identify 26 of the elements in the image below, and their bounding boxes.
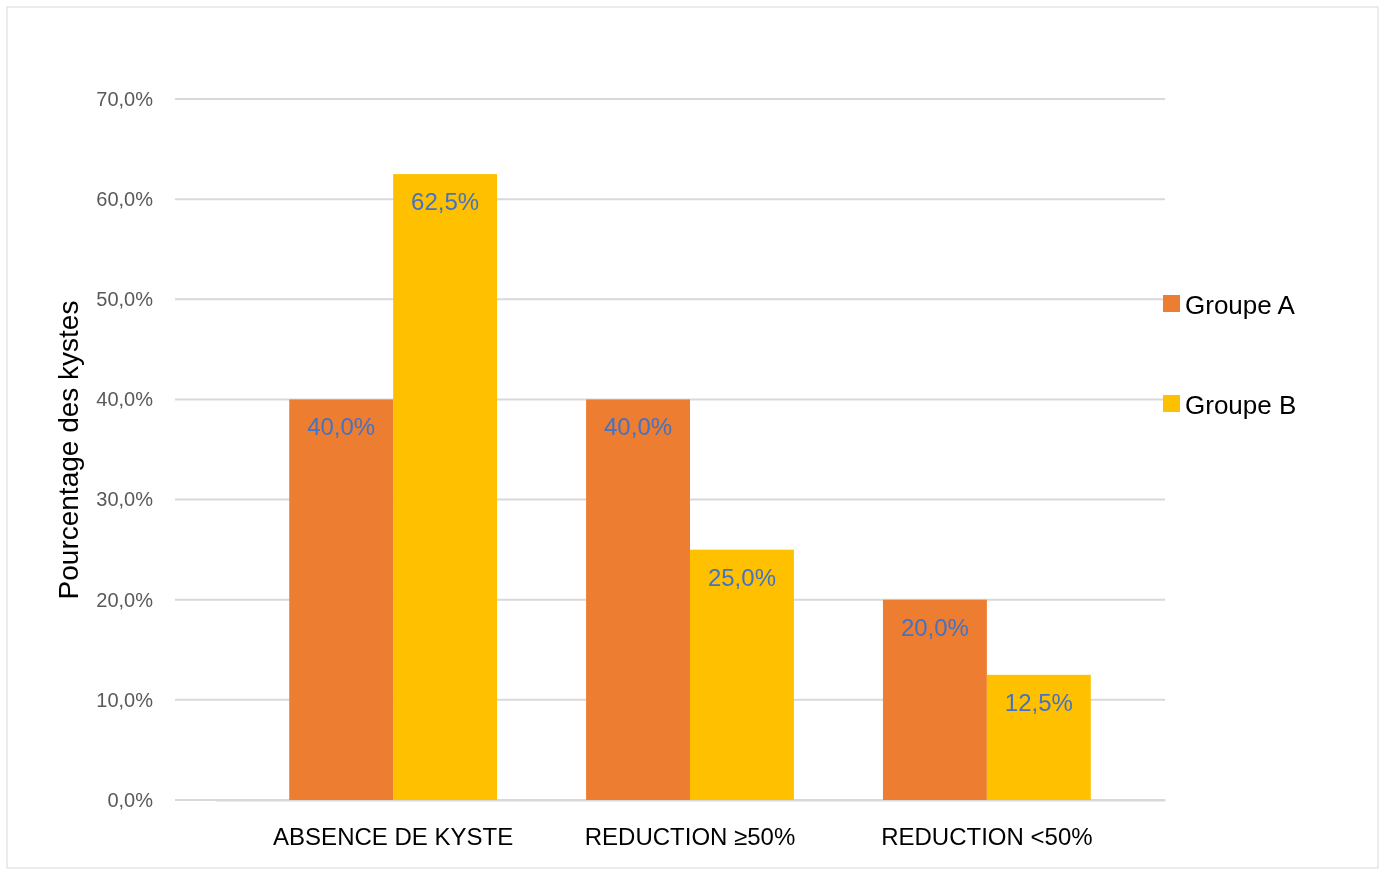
y-tick-label: 50,0% (96, 288, 154, 311)
data-label: 12,5% (1004, 688, 1073, 716)
y-tick-label: 70,0% (96, 87, 154, 110)
bar (393, 174, 498, 800)
data-label: 25,0% (707, 563, 776, 591)
bar (289, 399, 394, 800)
bar (690, 549, 794, 800)
data-label: 20,0% (900, 613, 969, 641)
y-tick-label: 10,0% (96, 688, 154, 711)
bar (586, 399, 690, 800)
x-tick-label: REDUCTION <50% (881, 823, 1093, 851)
bar (986, 674, 1091, 800)
y-tick-label: 20,0% (96, 588, 154, 611)
x-tick-label: REDUCTION ≥50% (584, 823, 796, 851)
data-label: 40,0% (307, 413, 376, 441)
bar (882, 599, 987, 800)
legend-label: Groupe B (1185, 390, 1297, 420)
y-tick-label: 30,0% (96, 488, 154, 511)
data-label: 40,0% (604, 413, 673, 441)
data-label: 62,5% (411, 188, 480, 216)
y-tick-label: 0,0% (107, 788, 154, 811)
y-tick-label: 40,0% (96, 388, 154, 411)
legend-label: Groupe A (1185, 290, 1296, 320)
y-tick-label: 60,0% (96, 188, 154, 211)
y-axis-title: Pourcentage des kystes (53, 300, 84, 600)
x-tick-label: ABSENCE DE KYSTE (273, 823, 514, 851)
